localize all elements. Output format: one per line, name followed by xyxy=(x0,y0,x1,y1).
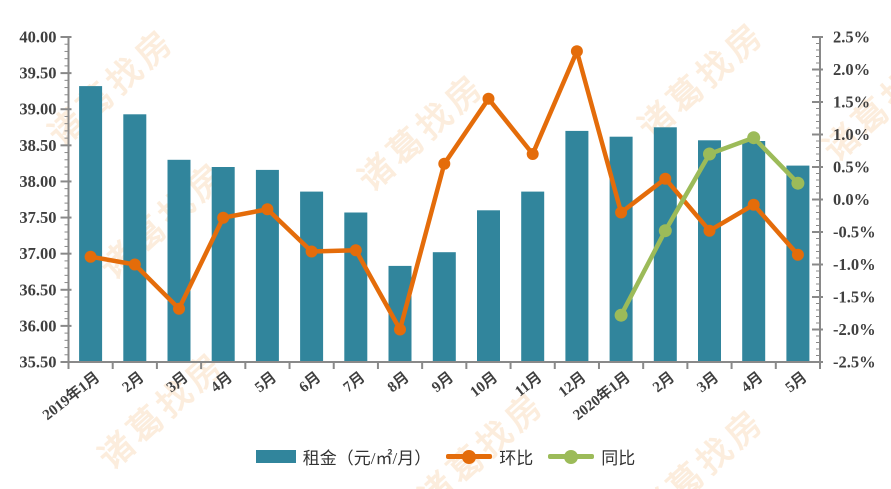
bar xyxy=(388,265,412,362)
x-axis-category-label: 2月 xyxy=(650,369,678,396)
x-axis-category-label: 5月 xyxy=(252,369,280,396)
legend-mom-line xyxy=(446,449,493,464)
right-axis-tick-label: 0.5% xyxy=(833,158,870,177)
rent-bars xyxy=(79,86,810,362)
x-axis-category-label: 11月 xyxy=(512,369,545,400)
data-point xyxy=(703,224,716,237)
left-axis-tick-label: 38.00 xyxy=(19,172,56,191)
data-point xyxy=(791,176,805,190)
legend-label-mom: 环比 xyxy=(499,449,534,468)
bar xyxy=(786,165,810,362)
x-axis-category-label: 2月 xyxy=(119,369,147,396)
legend-label-yoy: 同比 xyxy=(601,449,636,468)
x-axis-category-label: 12月 xyxy=(555,369,589,401)
right-axis-tick-label: -2.5% xyxy=(833,353,876,372)
data-point xyxy=(349,244,362,257)
bar xyxy=(477,210,500,362)
data-point xyxy=(84,250,97,263)
bar xyxy=(344,212,368,362)
bar xyxy=(521,191,545,362)
right-axis-tick-label: -0.5% xyxy=(833,223,876,242)
data-point xyxy=(659,172,672,185)
x-axis-category-label: 4月 xyxy=(738,369,766,396)
right-axis-tick-label: -2.0% xyxy=(833,320,876,339)
legend-bar-swatch xyxy=(255,450,296,463)
left-axis-tick-label: 36.50 xyxy=(19,280,56,299)
left-axis-tick-label: 37.50 xyxy=(19,208,56,227)
data-point xyxy=(614,308,628,322)
right-axis-tick-label: 1.0% xyxy=(833,125,870,144)
axes xyxy=(60,36,823,369)
bar xyxy=(698,140,721,362)
x-axis-category-label: 3月 xyxy=(163,369,191,396)
data-point xyxy=(261,203,274,216)
x-axis-category-label: 4月 xyxy=(207,369,235,396)
data-point xyxy=(482,92,495,105)
left-axis-tick-label: 35.50 xyxy=(19,353,56,372)
data-point xyxy=(703,147,716,161)
data-point xyxy=(526,148,539,160)
data-point xyxy=(791,248,804,261)
left-axis-tick-label: 37.00 xyxy=(19,244,56,263)
data-point xyxy=(747,131,761,145)
data-point xyxy=(658,224,672,238)
x-axis-category-label: 5月 xyxy=(782,369,810,396)
data-point xyxy=(570,45,583,58)
legend-yoy-line xyxy=(548,449,595,464)
mom-line-series xyxy=(84,45,804,336)
legend-item-rent: 租金（元/㎡/月） xyxy=(255,444,432,469)
right-axis-tick-label: -1.5% xyxy=(833,288,876,307)
left-axis-tick-label: 40.00 xyxy=(19,28,56,47)
data-point xyxy=(305,245,318,258)
data-point xyxy=(438,157,451,170)
left-axis-tick-label: 36.00 xyxy=(19,316,56,335)
legend-item-mom: 环比 xyxy=(446,444,533,469)
bar xyxy=(167,159,191,362)
right-axis-tick-label: 2.0% xyxy=(833,60,870,79)
legend-item-yoy: 同比 xyxy=(548,444,635,469)
left-axis-tick-label: 39.50 xyxy=(19,64,56,83)
x-axis-category-label: 6月 xyxy=(296,369,324,396)
x-axis-category-label: 2019年1月 xyxy=(39,368,103,424)
bar xyxy=(123,114,147,362)
data-point xyxy=(217,211,230,224)
x-axis-category-label: 8月 xyxy=(384,369,412,396)
bar xyxy=(211,167,235,362)
data-point xyxy=(173,302,185,315)
bar xyxy=(255,169,279,362)
x-axis-category-label: 10月 xyxy=(467,369,501,401)
bar xyxy=(79,86,103,362)
bar xyxy=(742,141,766,362)
right-axis-tick-label: 1.5% xyxy=(833,93,870,112)
yoy-line-series xyxy=(614,131,805,322)
right-axis-tick-label: -1.0% xyxy=(833,255,876,274)
x-axis-category-label: 7月 xyxy=(340,369,368,396)
bar xyxy=(609,136,633,362)
data-point xyxy=(394,323,406,336)
right-axis-tick-label: 0.0% xyxy=(833,190,870,209)
left-axis-tick-label: 38.50 xyxy=(19,136,56,155)
bar xyxy=(432,252,456,362)
legend-yoy-dot xyxy=(564,449,579,464)
bar xyxy=(565,130,589,362)
data-point xyxy=(128,258,141,271)
legend-label-rent: 租金（元/㎡/月） xyxy=(302,449,432,468)
left-axis-tick-label: 39.00 xyxy=(19,100,56,119)
data-point xyxy=(615,206,628,219)
right-axis-tick-label: 2.5% xyxy=(833,28,870,47)
legend-mom-dot xyxy=(462,449,477,464)
data-point xyxy=(747,198,760,211)
chart-legend: 租金（元/㎡/月） 环比 同比 xyxy=(0,444,891,469)
bar xyxy=(300,191,324,362)
x-axis-category-label: 3月 xyxy=(694,369,722,396)
x-axis-category-label: 9月 xyxy=(429,369,457,396)
